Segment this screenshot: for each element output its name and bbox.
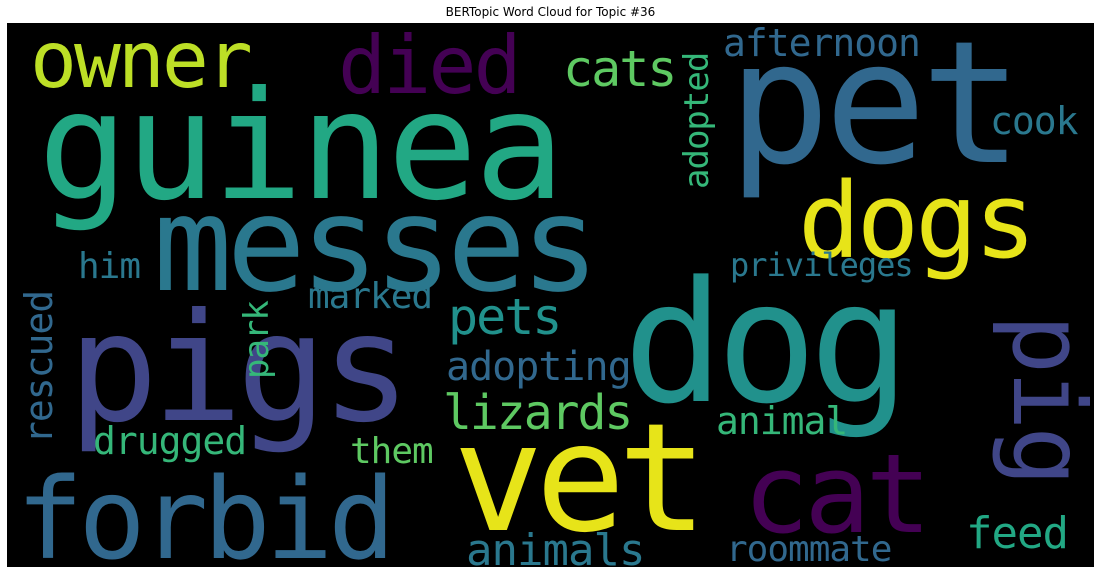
word-marked: marked bbox=[308, 276, 433, 317]
word-adopting: adopting bbox=[446, 344, 632, 390]
word-guinea: guinea bbox=[38, 60, 565, 234]
word-cook: cook bbox=[990, 99, 1079, 143]
word-cloud-canvas: guinea pet messes dog pigs vet forbid ca… bbox=[7, 23, 1094, 567]
word-pig: pig bbox=[990, 314, 1094, 483]
word-pet: pet bbox=[728, 23, 1023, 203]
word-feed: feed bbox=[966, 508, 1069, 559]
word-died: died bbox=[338, 23, 522, 112]
word-cat: cat bbox=[743, 430, 932, 558]
word-lizards: lizards bbox=[443, 385, 633, 441]
word-pigs: pigs bbox=[68, 282, 411, 456]
word-them: them bbox=[350, 431, 434, 472]
word-messes: messes bbox=[153, 168, 600, 322]
word-rescued: rescued bbox=[17, 290, 61, 444]
word-privileges: privileges bbox=[730, 246, 914, 284]
word-dogs: dogs bbox=[798, 160, 1036, 282]
word-owner: owner bbox=[30, 23, 253, 106]
word-him: him bbox=[78, 246, 141, 287]
word-cats: cats bbox=[563, 40, 677, 98]
word-vet: vet bbox=[453, 392, 708, 566]
word-dog: dog bbox=[623, 245, 910, 441]
word-park: park bbox=[237, 301, 277, 379]
word-pets: pets bbox=[448, 288, 562, 346]
word-drugged: drugged bbox=[93, 419, 247, 463]
word-animal: animal bbox=[716, 399, 848, 443]
word-roommate: roommate bbox=[726, 529, 892, 567]
word-animals: animals bbox=[466, 525, 645, 567]
word-forbid: forbid bbox=[16, 455, 396, 567]
chart-title: BERTopic Word Cloud for Topic #36 bbox=[445, 5, 656, 19]
word-afternoon: afternoon bbox=[723, 23, 921, 65]
word-adopted: adopted bbox=[677, 52, 717, 189]
